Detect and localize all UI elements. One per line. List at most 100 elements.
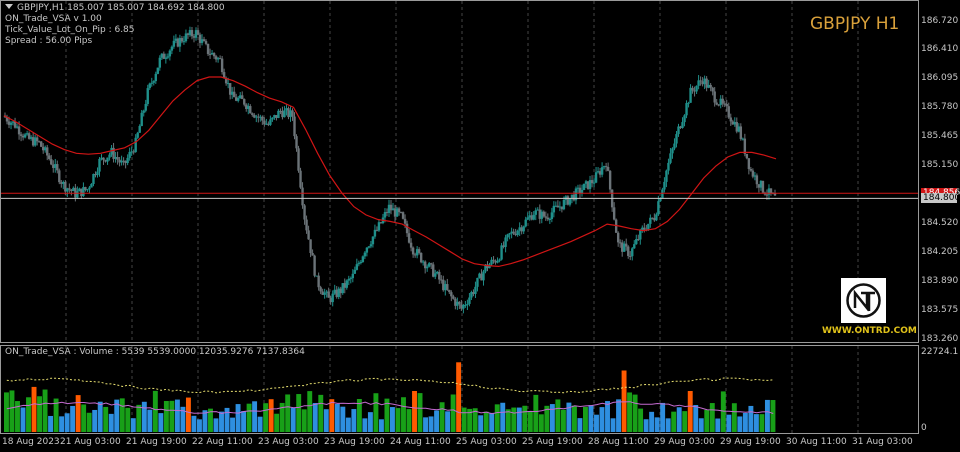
candle-body: [689, 87, 692, 103]
candle-body: [293, 116, 296, 137]
candle-body: [186, 33, 190, 35]
candle-body: [11, 121, 15, 123]
candle-body: [468, 297, 471, 304]
price-levels: [1, 192, 918, 199]
volume-bar: [748, 405, 754, 432]
volume-indicator-header: ON_Trade_VSA : Volume : 5539 5539.0000 1…: [5, 347, 305, 357]
volume-bar: [125, 407, 131, 432]
volume-bar: [351, 409, 357, 432]
candle-body: [220, 58, 224, 73]
volume-bar: [42, 389, 48, 432]
volume-bar: [202, 410, 208, 432]
volume-bar: [285, 394, 291, 432]
candle-body: [409, 242, 413, 248]
candle-body: [580, 189, 584, 194]
candle-body: [757, 184, 761, 188]
candle-body: [600, 167, 604, 175]
volume-bar: [290, 408, 296, 432]
candle-body: [649, 217, 652, 224]
candle-body: [355, 264, 359, 270]
collapse-triangle-icon[interactable]: [5, 4, 13, 9]
candle-body: [108, 154, 111, 158]
candle-body: [19, 134, 23, 136]
candle-body: [484, 264, 487, 272]
candle-body: [309, 239, 312, 253]
candle-body: [663, 181, 666, 190]
candle-body: [120, 160, 123, 163]
candle-body: [210, 53, 214, 55]
candle-body: [192, 36, 196, 38]
candle-body: [454, 298, 457, 306]
volume-bar: [147, 409, 153, 432]
candle-body: [347, 278, 350, 281]
candle-body: [247, 106, 250, 109]
volume-bar: [610, 418, 616, 432]
volume-bar: [621, 370, 627, 432]
candle-body: [327, 291, 330, 298]
volume-bar: [119, 398, 125, 432]
candle-body: [150, 82, 153, 84]
candle-body: [773, 193, 777, 196]
candle-body: [166, 56, 170, 58]
volume-bar: [213, 418, 219, 432]
volume-bar: [577, 418, 583, 432]
volume-bar: [373, 393, 379, 432]
candle-body: [365, 247, 369, 253]
volume-bar: [224, 407, 230, 432]
candle-body: [629, 255, 632, 257]
candle-body: [369, 244, 373, 247]
volume-bar: [500, 402, 506, 432]
candle-body: [126, 157, 129, 164]
candle-body: [164, 57, 168, 59]
candle-body: [592, 182, 596, 184]
candle-body: [257, 116, 260, 118]
candle-body: [719, 98, 722, 105]
volume-bar: [208, 408, 213, 432]
candle-body: [602, 166, 606, 168]
candle-body: [667, 162, 670, 171]
candle-body: [373, 229, 377, 237]
volume-bar: [384, 398, 390, 432]
candle-body: [767, 188, 771, 195]
candle-body: [669, 153, 672, 163]
candle-body: [500, 245, 503, 260]
candle-body: [536, 209, 539, 211]
candle-body: [9, 122, 13, 125]
volume-bar: [665, 418, 671, 432]
candle-body: [361, 256, 365, 263]
candle-body: [48, 155, 51, 160]
time-axis-label: 31 Aug 03:00: [852, 437, 913, 447]
volume-bar: [654, 417, 660, 432]
volume-bar: [390, 407, 395, 432]
candle-body: [162, 53, 166, 59]
price-axis-label: 185.465: [921, 131, 959, 142]
candle-body: [90, 183, 93, 188]
volume-bar: [594, 414, 599, 432]
candle-body: [335, 289, 338, 297]
time-axis-label: 28 Aug 11:00: [588, 437, 649, 447]
volume-bar: [345, 417, 351, 432]
symbol-info-line[interactable]: GBPJPY,H1 185.007 185.007 184.692 184.80…: [5, 3, 225, 14]
candle-body: [84, 187, 87, 191]
candle-body: [94, 174, 97, 176]
volume-bar: [318, 394, 324, 432]
time-axis-label: 25 Aug 03:00: [456, 437, 517, 447]
candle-body: [239, 95, 242, 99]
candle-body: [301, 187, 304, 206]
candle-body: [405, 223, 409, 234]
candle-body: [705, 78, 708, 88]
candle-body: [415, 249, 419, 256]
candle-body: [353, 269, 357, 274]
volume-bar: [362, 418, 368, 432]
candle-body: [661, 189, 664, 199]
volume-bar: [516, 407, 522, 432]
volume-bar: [378, 419, 384, 432]
price-axis-label: 183.575: [921, 305, 959, 316]
volume-bar: [235, 404, 241, 432]
candle-body: [625, 243, 628, 247]
candle-body: [96, 171, 99, 176]
volume-max-label: 22724.1: [921, 347, 959, 357]
candle-body: [122, 160, 125, 162]
